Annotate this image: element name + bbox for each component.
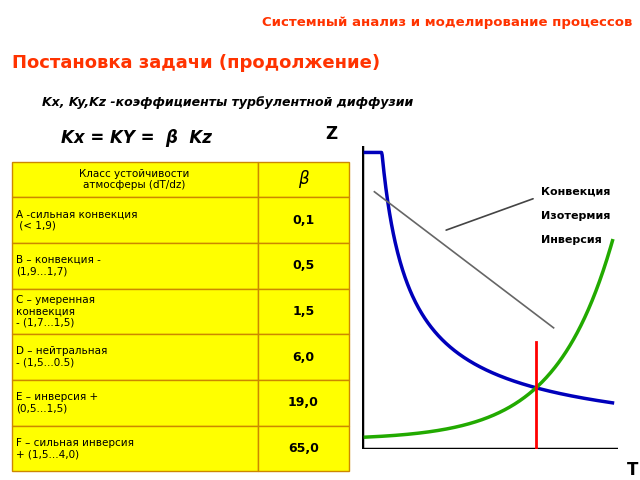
Text: Kx = KY =  β  Kz: Kx = KY = β Kz — [61, 129, 212, 146]
Text: Постановка задачи (продолжение): Постановка задачи (продолжение) — [12, 54, 380, 72]
Bar — [12, 197, 258, 243]
Bar — [258, 197, 349, 243]
Text: В – конвекция -
(1,9...1,7): В – конвекция - (1,9...1,7) — [16, 255, 101, 276]
Text: Е – инверсия +
(0,5...1,5): Е – инверсия + (0,5...1,5) — [16, 392, 98, 413]
Text: 19,0: 19,0 — [288, 396, 319, 409]
Bar — [12, 426, 258, 471]
Bar — [12, 288, 258, 334]
Bar — [258, 288, 349, 334]
Bar — [258, 426, 349, 471]
Text: С – умеренная
конвекция
- (1,7...1,5): С – умеренная конвекция - (1,7...1,5) — [16, 295, 95, 328]
Bar — [12, 380, 258, 426]
Bar — [258, 334, 349, 380]
Bar — [258, 162, 349, 197]
Text: 0,5: 0,5 — [292, 259, 314, 272]
Text: Инверсия: Инверсия — [541, 235, 602, 245]
Text: А -сильная конвекция
 (< 1,9): А -сильная конвекция (< 1,9) — [16, 209, 138, 231]
Text: T: T — [627, 461, 639, 479]
Text: Z: Z — [325, 125, 337, 144]
Text: β: β — [298, 170, 308, 188]
Text: 6,0: 6,0 — [292, 350, 314, 363]
Text: Конвекция: Конвекция — [541, 187, 610, 197]
Bar — [12, 334, 258, 380]
Text: 0,1: 0,1 — [292, 214, 314, 227]
Text: Системный анализ и моделирование процессов: Системный анализ и моделирование процесс… — [262, 16, 632, 29]
Text: Kx, Ky,Kz -коэффициенты турбулентной диффузии: Kx, Ky,Kz -коэффициенты турбулентной диф… — [42, 96, 413, 108]
Text: 1,5: 1,5 — [292, 305, 314, 318]
Text: D – нейтральная
- (1,5...0.5): D – нейтральная - (1,5...0.5) — [16, 346, 108, 368]
Text: 65,0: 65,0 — [288, 442, 319, 455]
Bar — [12, 162, 258, 197]
Bar — [258, 243, 349, 288]
Bar — [258, 380, 349, 426]
Text: Класс устойчивости
атмосферы (dT/dz): Класс устойчивости атмосферы (dT/dz) — [79, 168, 190, 190]
Text: Изотермия: Изотермия — [541, 211, 610, 221]
Text: F – сильная инверсия
+ (1,5...4,0): F – сильная инверсия + (1,5...4,0) — [16, 438, 134, 459]
Bar — [12, 243, 258, 288]
